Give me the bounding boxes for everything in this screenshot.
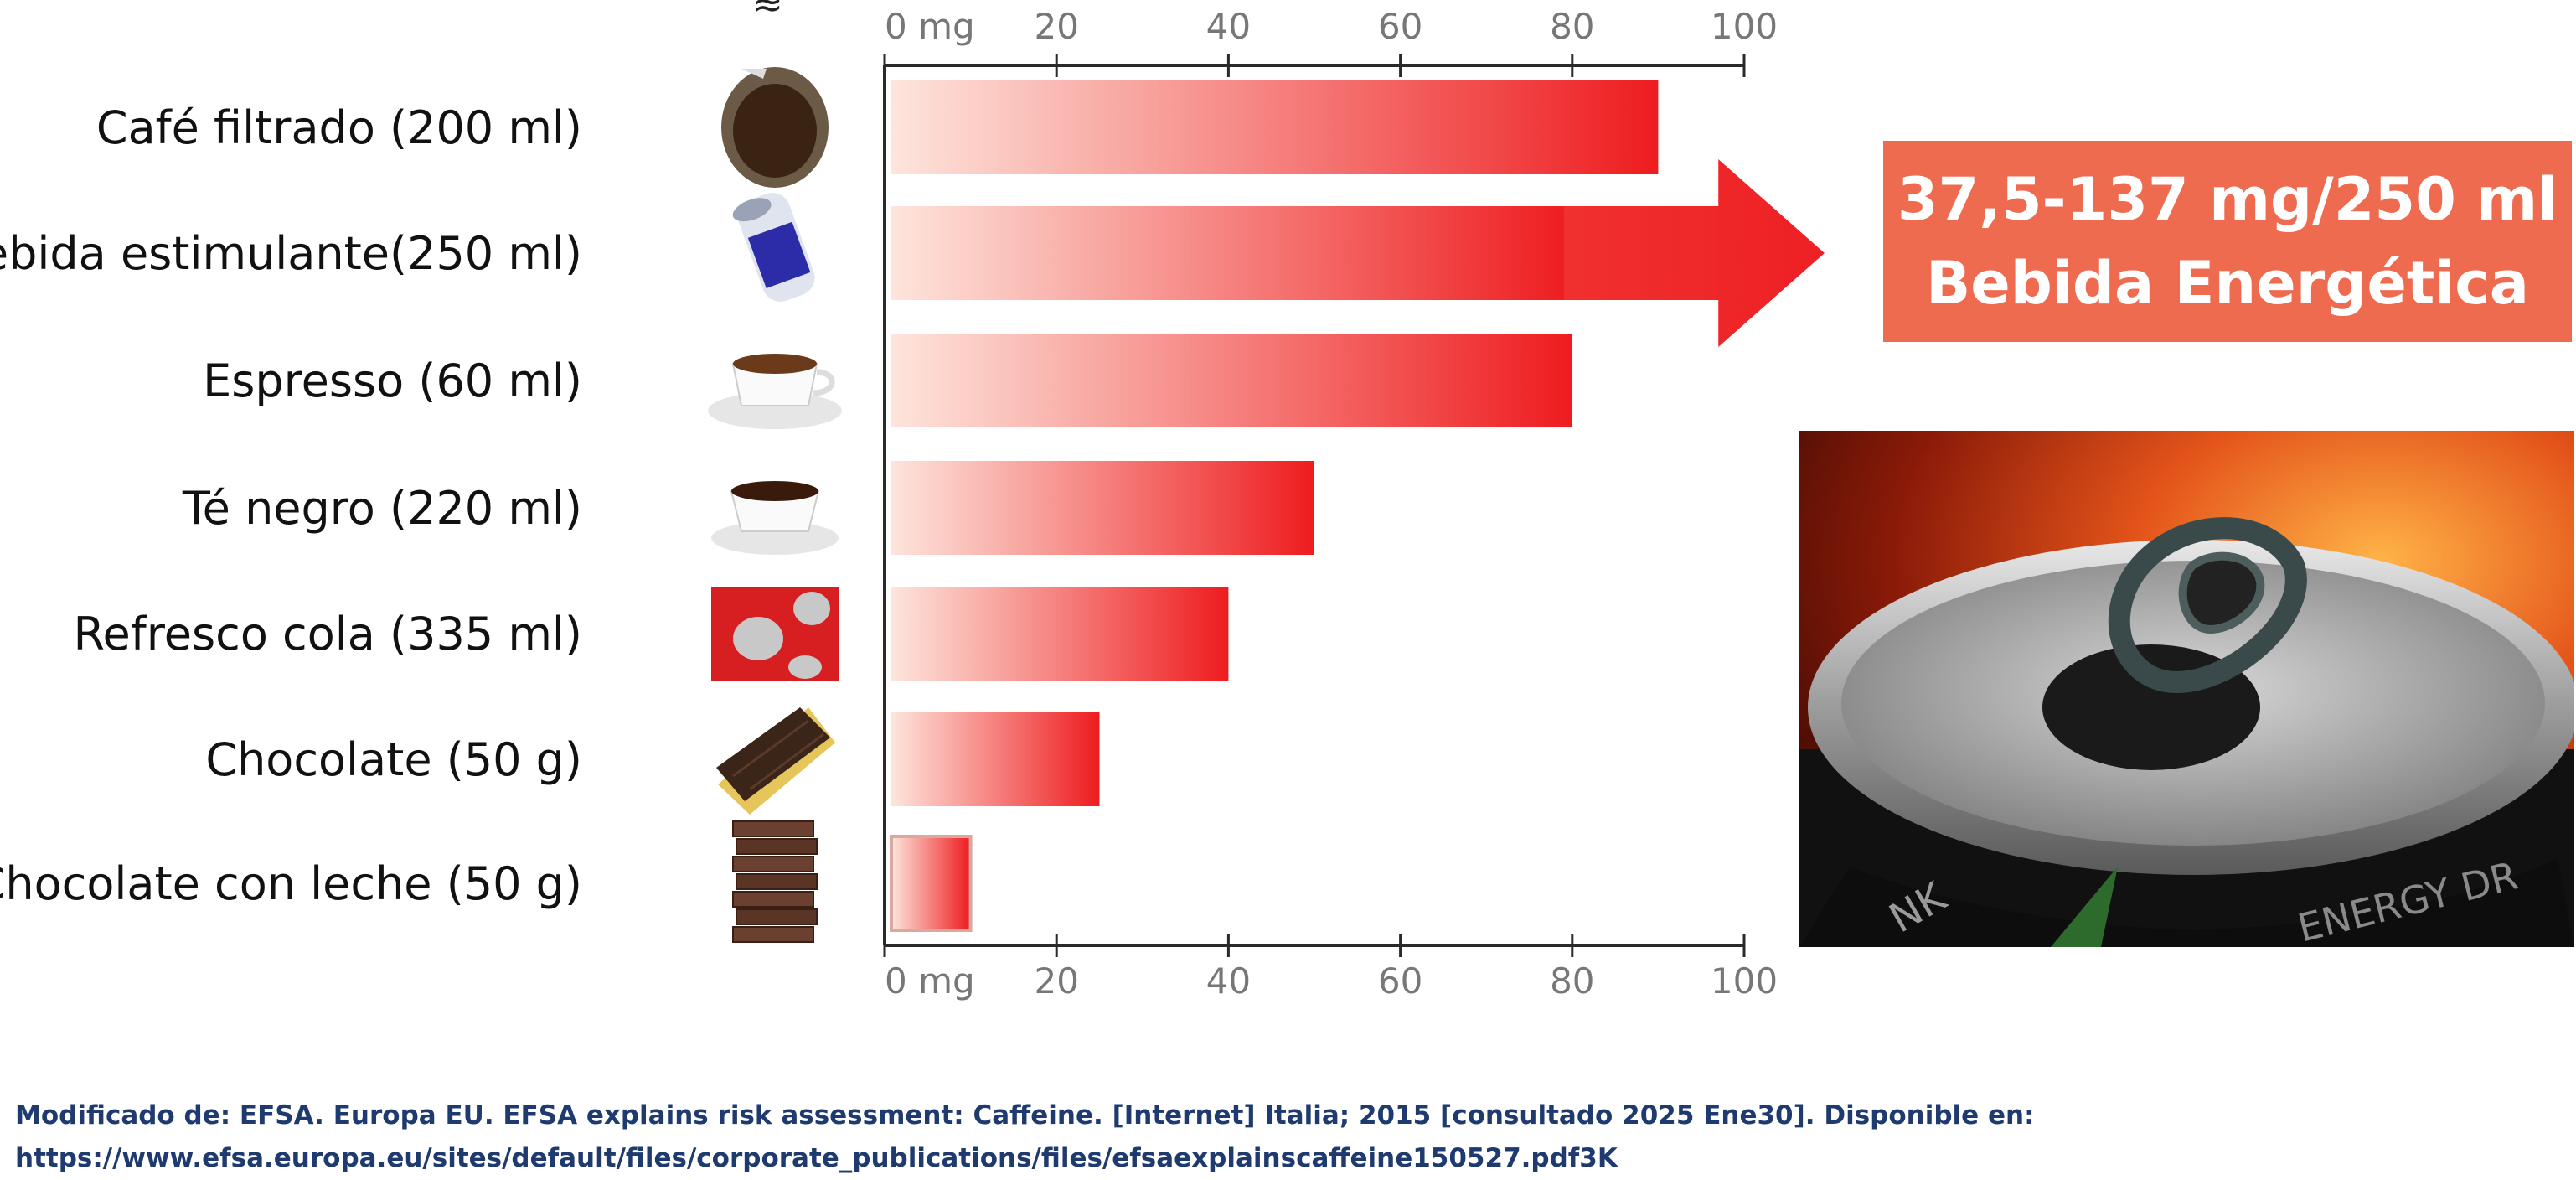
- chart-axes: [883, 54, 1746, 957]
- tick-labels: 0 mg 0 mg 20 20 40 40 60 60 80 80 100 100: [885, 6, 1778, 1001]
- overflow-arrow: [1563, 159, 1825, 347]
- source-line-2[interactable]: https://www.efsa.europa.eu/sites/default…: [15, 1143, 1618, 1173]
- category-icons: [708, 67, 842, 943]
- milk-chocolate-icon: [732, 820, 818, 943]
- callout-dose: 37,5-137 mg/250 ml: [1897, 165, 2558, 234]
- category-label-4: Té negro (220 ml): [182, 482, 582, 535]
- top-tick-label-40: 40: [1206, 6, 1251, 47]
- cola-cans-icon: [711, 587, 839, 681]
- bar-3: [891, 334, 1572, 427]
- caffeine-bar-chart: ≈ 0 mg 0 mg 20 20 40 40 60 60 80 80 100 100 Café fi…: [0, 0, 1825, 1001]
- category-labels: Café filtrado (200 ml) Bebida estimulante…: [0, 101, 582, 910]
- top-tick-label-60: 60: [1378, 6, 1422, 47]
- bottom-tick-label-80: 80: [1550, 960, 1594, 1001]
- category-label-5: Refresco cola (335 ml): [73, 608, 582, 660]
- bottom-tick-label-40: 40: [1206, 960, 1251, 1001]
- bar-5: [891, 587, 1229, 681]
- bottom-tick-label-100: 100: [1711, 960, 1778, 1001]
- approx-symbol: ≈: [752, 0, 783, 26]
- category-label-2: Bebida estimulante(250 ml): [0, 227, 582, 280]
- bar-6: [891, 712, 1100, 806]
- dark-chocolate-icon: [716, 707, 835, 815]
- source-line-1: Modificado de: EFSA. Europa EU. EFSA exp…: [15, 1100, 2035, 1131]
- bars: [890, 80, 1825, 932]
- filter-coffee-icon: [721, 67, 829, 188]
- category-label-3: Espresso (60 ml): [203, 355, 582, 407]
- category-label-7: Chocolate con leche (50 g): [0, 857, 582, 910]
- top-tick-label-100: 100: [1711, 6, 1778, 47]
- energy-drink-can-icon: [732, 193, 815, 302]
- espresso-cup-icon: [708, 354, 842, 429]
- bar-2: [891, 206, 1572, 300]
- bar-1: [891, 80, 1659, 174]
- bottom-tick-label-60: 60: [1378, 960, 1422, 1001]
- bar-7: [890, 835, 973, 932]
- bottom-tick-label-20: 20: [1034, 960, 1078, 1001]
- top-tick-label-20: 20: [1034, 6, 1078, 47]
- source-citation: Modificado de: EFSA. Europa EU. EFSA exp…: [15, 1095, 2035, 1180]
- bottom-tick-label-0: 0 mg: [885, 960, 975, 1001]
- opened-energy-drink-can-photo: NK ENERGY DR: [1799, 431, 2574, 947]
- bar-4: [891, 461, 1314, 555]
- top-tick-label-0: 0 mg: [885, 6, 975, 47]
- top-tick-label-80: 80: [1550, 6, 1594, 47]
- black-tea-cup-icon: [711, 481, 839, 555]
- energy-drink-callout: 37,5-137 mg/250 ml Bebida Energética: [1883, 141, 2572, 342]
- callout-label: Bebida Energética: [1925, 249, 2530, 318]
- category-label-1: Café filtrado (200 ml): [96, 101, 582, 154]
- category-label-6: Chocolate (50 g): [205, 733, 582, 786]
